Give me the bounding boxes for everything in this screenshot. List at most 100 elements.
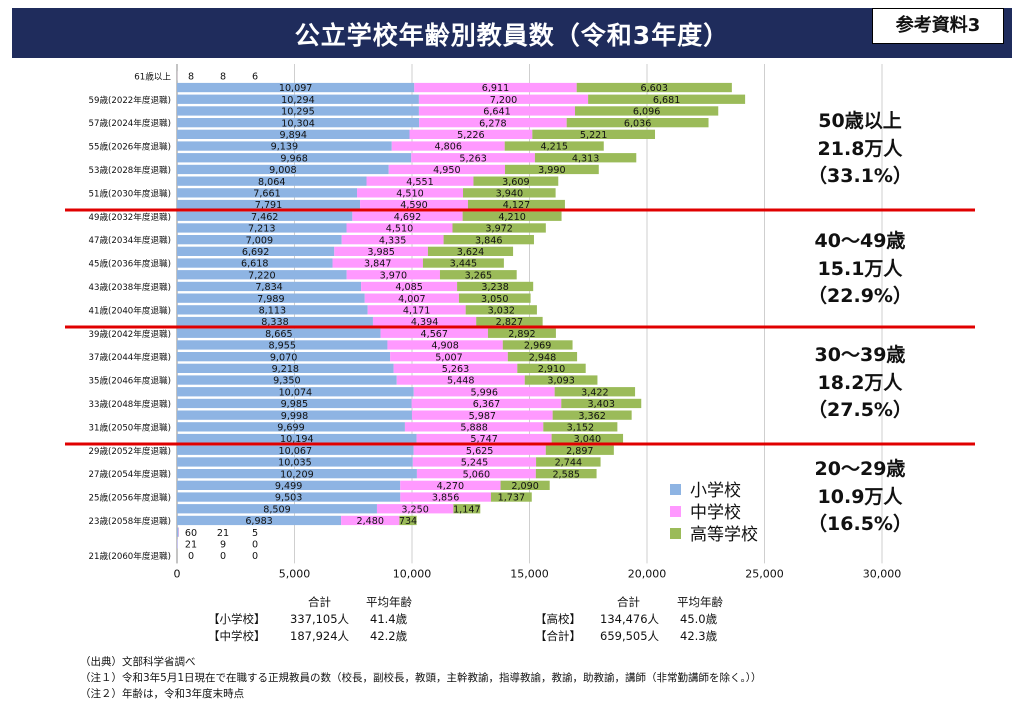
bar-segment-junior-high	[372, 316, 477, 327]
bar-segment-junior-high	[411, 153, 535, 163]
footnote-2: （注２）年齢は，令和3年度末時点	[80, 688, 245, 700]
bar-value-label: 6,603	[641, 83, 668, 94]
bar-segment-elementary	[177, 410, 412, 420]
bar-segment-junior-high	[332, 258, 423, 268]
bar-value-label: 6,911	[482, 83, 509, 94]
legend-label: 小学校	[690, 481, 741, 501]
bar-segment-high-school	[576, 82, 732, 93]
bar-segment-junior-high	[360, 199, 468, 210]
bar-segment-high-school	[536, 457, 601, 467]
bar-segment-high-school	[551, 433, 624, 444]
bar-segment-junior-high	[341, 515, 400, 526]
x-tick-label: 10,000	[393, 567, 432, 580]
total-header: 合計	[617, 595, 640, 609]
bar-value-label: 60	[185, 528, 197, 539]
bar-value-label: 9,139	[271, 142, 298, 153]
bar-segment-high-school	[463, 188, 556, 198]
bar-segment-junior-high	[416, 433, 552, 444]
bar-segment-elementary	[177, 445, 414, 455]
bar-segment-high-school	[500, 480, 550, 490]
totals-label: 【高校】	[535, 612, 581, 626]
bar-segment-junior-high	[367, 305, 466, 315]
bar-value-label: 6,618	[241, 259, 268, 270]
bar-segment-high-school	[467, 199, 565, 210]
bar-value-label: 5,263	[459, 153, 486, 164]
totals-avg: 42.3歳	[680, 629, 718, 643]
bar-segment-high-school	[574, 106, 719, 116]
bar-segment-elementary	[177, 352, 391, 362]
bar-value-label: 9,998	[281, 411, 308, 422]
bar-value-label: 21	[185, 540, 197, 551]
bar-segment-junior-high	[366, 176, 474, 186]
bar-segment-high-school	[535, 469, 597, 479]
bar-value-label: 4,510	[396, 189, 423, 200]
totals-avg: 41.4歳	[370, 612, 408, 626]
bar-value-label: 3,856	[432, 493, 459, 504]
bar-value-label: 2,948	[529, 352, 556, 363]
bar-segment-high-school	[487, 328, 556, 338]
bar-value-label: 3,250	[401, 504, 428, 515]
bar-value-label: 4,270	[437, 481, 464, 492]
bar-value-label: 5,060	[463, 469, 490, 480]
bar-value-label: 5,226	[457, 130, 484, 141]
bar-segment-high-school	[465, 305, 537, 315]
bar-value-label: 10,067	[278, 446, 312, 457]
bar-segment-junior-high	[396, 375, 525, 385]
bar-segment-elementary	[177, 94, 419, 104]
bar-segment-junior-high	[411, 398, 562, 409]
y-tick-label: 61歳以上	[134, 70, 171, 82]
bar-segment-junior-high	[404, 422, 544, 432]
bar-segment-high-school	[505, 164, 599, 175]
bar-segment-high-school	[543, 422, 618, 432]
page-title: 公立学校年齢別教員数（令和3年度）	[294, 21, 730, 50]
summary-count: 18.2万人	[817, 371, 903, 394]
bar-value-label: 4,692	[394, 212, 421, 223]
bar-segment-elementary	[177, 141, 392, 151]
bar-segment-high-school	[552, 410, 632, 420]
bar-value-label: 9,985	[281, 399, 308, 410]
totals-total: 134,476人	[600, 612, 660, 626]
bar-value-label: 7,200	[490, 95, 517, 106]
bar-segment-high-school	[452, 223, 546, 233]
bar-value-label: 6,278	[479, 118, 506, 129]
bar-value-label: 5,987	[469, 411, 496, 422]
bar-segment-high-school	[422, 258, 504, 268]
bar-segment-high-school	[462, 211, 562, 221]
bar-segment-high-school	[399, 515, 417, 526]
bar-value-label: 1,147	[453, 504, 480, 515]
bar-value-label: 4,394	[411, 317, 438, 328]
bar-value-label: 3,422	[581, 387, 608, 398]
bar-segment-elementary	[177, 129, 410, 139]
bar-value-label: 3,238	[481, 282, 508, 293]
bar-value-label: 9,699	[277, 423, 304, 434]
y-tick-label: 39歳(2042年度退職)	[89, 328, 171, 340]
summary-pct: （33.1%）	[808, 165, 912, 188]
bar-segment-elementary	[177, 258, 333, 268]
x-tick-label: 0	[174, 567, 181, 580]
bar-segment-junior-high	[418, 106, 575, 116]
bar-segment-elementary	[177, 188, 358, 198]
bar-value-label: 4,510	[386, 224, 413, 235]
bar-value-label: 9,968	[280, 153, 307, 164]
bar-segment-junior-high	[411, 410, 553, 420]
y-tick-label: 57歳(2024年度退職)	[89, 117, 171, 129]
totals-label: 【中学校】	[208, 629, 266, 643]
bar-segment-junior-high	[418, 94, 589, 104]
bar-segment-elementary	[177, 235, 342, 245]
bar-segment-junior-high	[393, 363, 518, 373]
bar-value-label: 9,894	[280, 130, 307, 141]
bar-value-label: 6,036	[624, 118, 651, 129]
bar-segment-elementary	[177, 316, 373, 327]
x-tick-label: 5,000	[279, 567, 311, 580]
bar-value-label: 7,009	[246, 235, 273, 246]
bar-segment-elementary	[177, 281, 362, 292]
reference-badge: 参考資料3	[872, 8, 1004, 44]
summary-count: 15.1万人	[817, 257, 903, 280]
bar-value-label: 5,263	[442, 364, 469, 375]
bar-value-label: 5,888	[460, 423, 487, 434]
bar-value-label: 4,007	[398, 294, 425, 305]
bar-segment-high-school	[427, 246, 514, 256]
bar-value-label: 7,834	[255, 282, 282, 293]
y-tick-label: 25歳(2056年度退職)	[89, 492, 171, 504]
bar-value-label: 2,744	[555, 458, 582, 469]
